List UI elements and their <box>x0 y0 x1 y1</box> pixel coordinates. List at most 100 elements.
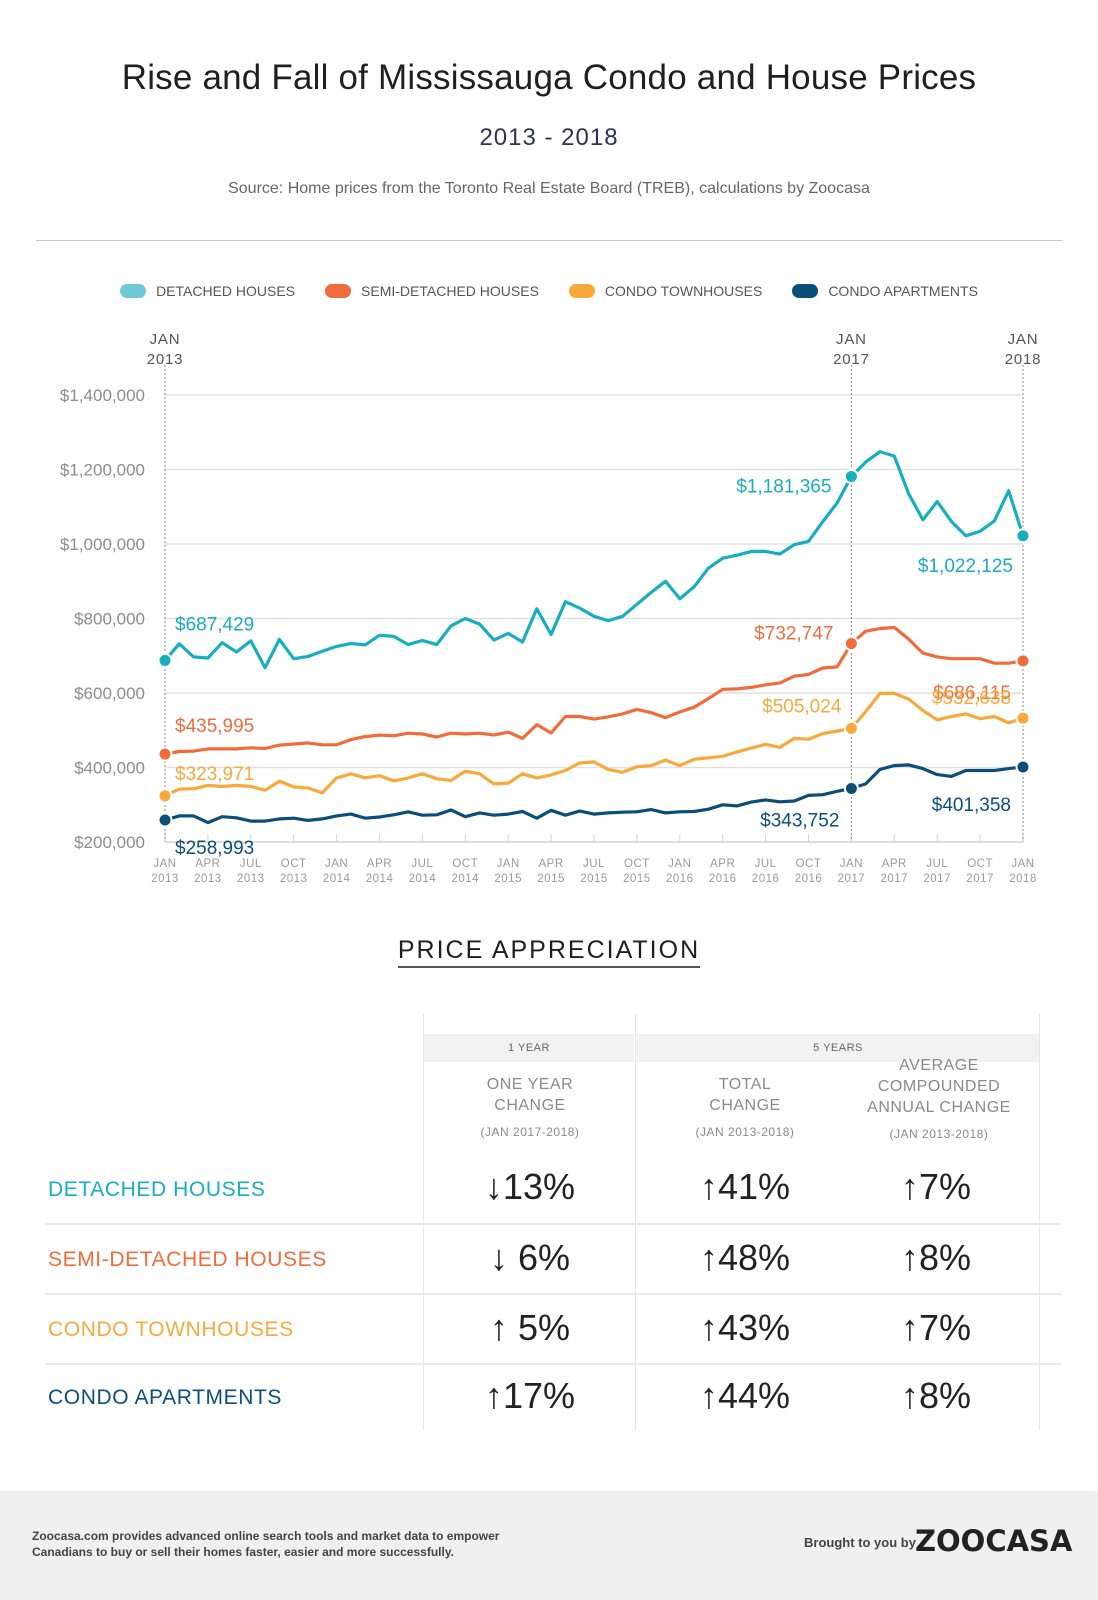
x-tick-label-month: OCT <box>452 858 478 870</box>
legend-item-detached: DETACHED HOUSES <box>120 283 295 299</box>
y-tick-label: $400,000 <box>74 759 145 778</box>
series-line-semi <box>163 625 1025 756</box>
chart-legend: DETACHED HOUSES SEMI-DETACHED HOUSES CON… <box>0 283 1098 299</box>
data-label-apartment: $343,752 <box>760 810 839 831</box>
series-line-detached <box>163 450 1025 670</box>
column-header-line: ONE YEAR <box>486 1076 574 1093</box>
period-marker-year: 2013 <box>147 351 184 368</box>
data-point-townhouse <box>1015 710 1031 726</box>
data-point-semi <box>1015 653 1031 669</box>
source-note: Source: Home prices from the Toronto Rea… <box>228 180 870 197</box>
cell-one-year-townhouse: ↑ 5% <box>489 1307 571 1348</box>
x-tick-label-month: JAN <box>325 858 348 870</box>
data-point-townhouse <box>157 788 173 804</box>
appreciation-title: PRICE APPRECIATION <box>0 936 1098 968</box>
appreciation-title-text: PRICE APPRECIATION <box>397 936 701 968</box>
series-line-apartment <box>163 763 1025 825</box>
y-tick-label: $1,200,000 <box>60 461 145 480</box>
column-header-line: ANNUAL CHANGE <box>867 1099 1011 1116</box>
zoocasa-logo[interactable]: ZOOCASA <box>915 1524 1073 1558</box>
cell-one-year-apartment: ↑17% <box>484 1375 576 1416</box>
x-tick-label-year: 2014 <box>366 873 394 885</box>
x-tick-label-month: JAN <box>497 858 520 870</box>
x-tick-label-year: 2018 <box>1009 873 1037 885</box>
column-header-line: AVERAGE <box>899 1057 979 1074</box>
cell-one-year-detached: ↓13% <box>484 1166 576 1207</box>
period-marker-year: 2017 <box>833 351 870 368</box>
data-label-townhouse: $505,024 <box>762 696 842 717</box>
legend-item-semi: SEMI-DETACHED HOUSES <box>325 283 539 299</box>
cell-total-apartment: ↑44% <box>699 1375 791 1416</box>
period-marker-month: JAN <box>150 331 181 348</box>
x-tick-label-year: 2013 <box>280 873 308 885</box>
column-header-annual: AVERAGE COMPOUNDED ANNUAL CHANGE (JAN 20… <box>829 1055 1049 1145</box>
period-marker-month: JAN <box>836 331 867 348</box>
x-tick-label-month: OCT <box>796 858 822 870</box>
y-tick-label: $600,000 <box>74 684 145 703</box>
cell-annual-detached: ↑7% <box>900 1166 972 1207</box>
cell-annual-semi: ↑8% <box>900 1237 972 1278</box>
x-tick-label-year: 2013 <box>237 873 265 885</box>
x-tick-label-year: 2015 <box>537 873 565 885</box>
row-divider <box>45 1363 1061 1365</box>
legend-swatch <box>792 284 819 298</box>
x-tick-label-year: 2015 <box>494 873 522 885</box>
x-tick-label-month: JAN <box>153 858 176 870</box>
data-point-detached <box>157 652 173 668</box>
cell-total-detached: ↑41% <box>699 1166 791 1207</box>
table-divider <box>635 1014 636 1430</box>
data-point-apartment <box>1015 759 1031 775</box>
page-subtitle: 2013 - 2018 <box>479 124 619 151</box>
cell-total-semi: ↑48% <box>699 1237 791 1278</box>
x-tick-label-year: 2016 <box>795 873 823 885</box>
x-tick-label-year: 2017 <box>838 873 866 885</box>
x-tick-label-month: JAN <box>668 858 691 870</box>
column-header-sub: (JAN 2013-2018) <box>889 1127 989 1141</box>
footer-blurb-line: Zoocasa.com provides advanced online sea… <box>32 1529 500 1543</box>
column-header-one-year: ONE YEAR CHANGE (JAN 2017-2018) <box>430 1074 630 1143</box>
x-tick-label-year: 2013 <box>151 873 179 885</box>
x-tick-label-month: APR <box>710 858 735 870</box>
x-tick-label-month: JAN <box>840 858 863 870</box>
x-tick-label-month: OCT <box>624 858 650 870</box>
y-tick-label: $800,000 <box>74 610 145 629</box>
table-divider <box>423 1014 424 1430</box>
column-header-line: CHANGE <box>709 1097 781 1114</box>
x-tick-label-year: 2015 <box>580 873 608 885</box>
footer: Zoocasa.com provides advanced online sea… <box>0 1491 1098 1600</box>
x-tick-label-month: OCT <box>281 858 307 870</box>
footer-blurb-line: Canadians to buy or sell their homes fas… <box>32 1545 454 1559</box>
x-tick-label-year: 2017 <box>923 873 951 885</box>
cell-total-townhouse: ↑43% <box>699 1307 791 1348</box>
price-line-chart: $200,000 $400,000 $600,000 $800,000 $1,000,0… <box>60 331 1041 885</box>
data-point-apartment <box>843 780 859 796</box>
data-label-detached: $1,022,125 <box>918 556 1013 577</box>
x-tick-label-year: 2015 <box>623 873 651 885</box>
cell-annual-townhouse: ↑7% <box>900 1307 972 1348</box>
group-header-1-year: 1 YEAR <box>424 1034 634 1062</box>
x-tick-label-year: 2013 <box>194 873 222 885</box>
row-divider <box>45 1293 1061 1295</box>
x-tick-label-month: OCT <box>967 858 993 870</box>
legend-label: SEMI-DETACHED HOUSES <box>361 283 539 299</box>
column-header-line: COMPOUNDED <box>877 1078 1001 1095</box>
x-tick-label-month: JAN <box>1011 858 1034 870</box>
x-tick-label-month: JUL <box>755 858 777 870</box>
group-header-5-years: 5 YEARS <box>636 1034 1040 1062</box>
data-point-semi <box>843 636 859 652</box>
x-tick-label-year: 2014 <box>409 873 437 885</box>
x-tick-label-year: 2017 <box>966 873 994 885</box>
x-tick-label-month: JUL <box>583 858 605 870</box>
x-tick-label-month: JUL <box>926 858 948 870</box>
x-tick-label-year: 2017 <box>881 873 909 885</box>
legend-item-townhouse: CONDO TOWNHOUSES <box>568 283 762 299</box>
cell-one-year-semi: ↓ 6% <box>489 1237 571 1278</box>
legend-label: DETACHED HOUSES <box>156 283 296 299</box>
legend-item-apartment: CONDO APARTMENTS <box>792 283 978 299</box>
brought-by-label: Brought to you by <box>804 1535 916 1550</box>
x-tick-label-month: APR <box>539 858 564 870</box>
row-label-townhouse: CONDO TOWNHOUSES <box>48 1318 294 1341</box>
legend-label: CONDO APARTMENTS <box>828 283 978 299</box>
column-header-line: CHANGE <box>494 1097 566 1114</box>
row-divider <box>45 1223 1061 1225</box>
